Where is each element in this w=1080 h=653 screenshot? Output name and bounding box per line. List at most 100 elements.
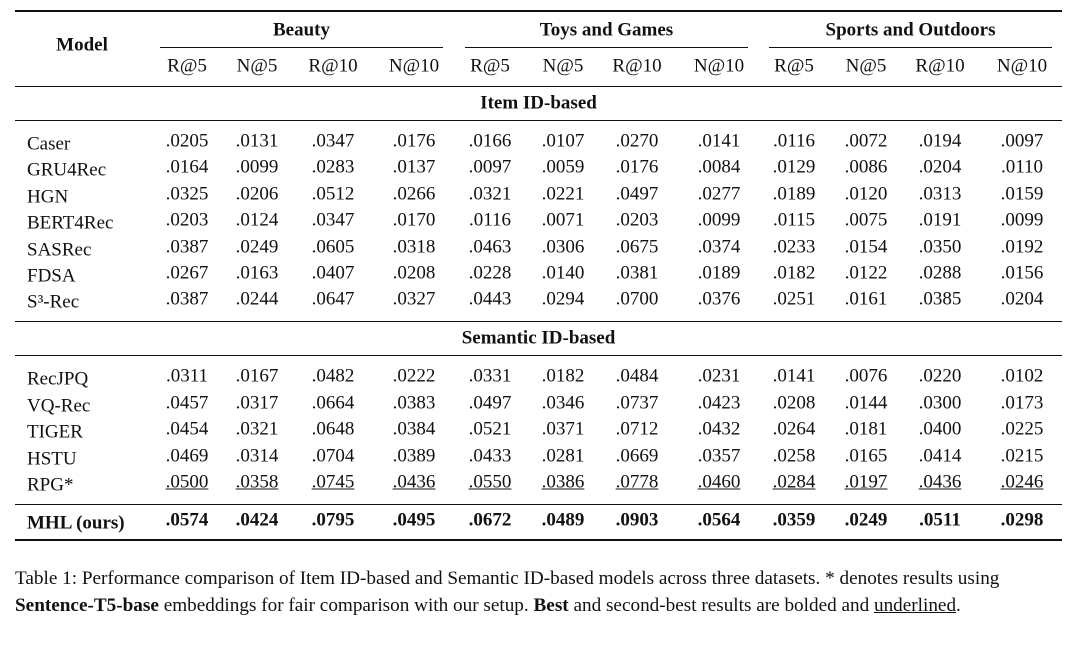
- metric-header: R@5: [470, 55, 510, 77]
- cell-value: .0203: [615, 209, 659, 231]
- cell-value: .0258: [772, 445, 816, 467]
- model-name: VQ-Rec: [27, 395, 91, 417]
- cell-value: .0191: [918, 209, 962, 231]
- cell-value: .0400: [918, 418, 962, 440]
- rule: [15, 321, 1062, 323]
- cell-value: .0358: [235, 471, 279, 493]
- cell-value: .0331: [468, 365, 512, 387]
- rule: [465, 47, 748, 48]
- caption-text: and second-best results are bolded and: [568, 595, 874, 616]
- cell-value: .0182: [772, 262, 816, 284]
- group-header: Toys and Games: [539, 19, 674, 41]
- cell-value: .0225: [1000, 418, 1044, 440]
- cell-value: .0076: [844, 365, 888, 387]
- cell-value: .0059: [541, 156, 585, 178]
- cell-value: .0704: [311, 445, 355, 467]
- cell-value: .0357: [697, 445, 741, 467]
- cell-value: .0432: [697, 418, 741, 440]
- cell-value: .0903: [615, 509, 659, 531]
- cell-value: .0141: [697, 130, 741, 152]
- section-title: Item ID-based: [480, 92, 597, 114]
- caption-text: .: [956, 595, 961, 616]
- cell-value: .0231: [697, 365, 741, 387]
- cell-value: .0497: [468, 392, 512, 414]
- metric-header: N@5: [236, 55, 278, 77]
- header-model: Model: [56, 34, 108, 56]
- cell-value: .0165: [844, 445, 888, 467]
- cell-value: .0469: [165, 445, 209, 467]
- cell-value: .0176: [392, 130, 436, 152]
- cell-value: .0270: [615, 130, 659, 152]
- rule: [15, 355, 1062, 357]
- metric-header: N@10: [388, 55, 440, 77]
- cell-value: .0574: [165, 509, 209, 531]
- cell-value: .0221: [541, 183, 585, 205]
- model-name: RPG*: [27, 474, 74, 496]
- cell-value: .0141: [772, 365, 816, 387]
- cell-value: .0137: [392, 156, 436, 178]
- cell-value: .0550: [468, 471, 512, 493]
- cell-value: .0321: [235, 418, 279, 440]
- cell-value: .0489: [541, 509, 585, 531]
- cell-value: .0194: [918, 130, 962, 152]
- cell-value: .0281: [541, 445, 585, 467]
- cell-value: .0414: [918, 445, 962, 467]
- cell-value: .0204: [918, 156, 962, 178]
- rule: [15, 504, 1062, 505]
- cell-value: .0745: [311, 471, 355, 493]
- cell-value: .0350: [918, 236, 962, 258]
- cell-value: .0228: [468, 262, 512, 284]
- cell-value: .0129: [772, 156, 816, 178]
- cell-value: .0795: [311, 509, 355, 531]
- cell-value: .0176: [615, 156, 659, 178]
- cell-value: .0381: [615, 262, 659, 284]
- cell-value: .0072: [844, 130, 888, 152]
- cell-value: .0433: [468, 445, 512, 467]
- cell-value: .0144: [844, 392, 888, 414]
- model-name: RecJPQ: [27, 368, 89, 390]
- cell-value: .0605: [311, 236, 355, 258]
- cell-value: .0220: [918, 365, 962, 387]
- cell-value: .0244: [235, 288, 279, 310]
- cell-value: .0672: [468, 509, 512, 531]
- cell-value: .0389: [392, 445, 436, 467]
- cell-value: .0071: [541, 209, 585, 231]
- cell-value: .0208: [392, 262, 436, 284]
- cell-value: .0120: [844, 183, 888, 205]
- model-name: HSTU: [27, 448, 77, 470]
- cell-value: .0189: [772, 183, 816, 205]
- cell-value: .0512: [311, 183, 355, 205]
- cell-value: .0288: [918, 262, 962, 284]
- cell-value: .0564: [697, 509, 741, 531]
- rule: [15, 539, 1062, 541]
- model-name: S³-Rec: [27, 291, 80, 313]
- rule: [15, 86, 1062, 87]
- cell-value: .0347: [311, 130, 355, 152]
- cell-value: .0154: [844, 236, 888, 258]
- rule: [769, 47, 1052, 48]
- cell-value: .0189: [697, 262, 741, 284]
- cell-value: .0321: [468, 183, 512, 205]
- cell-value: .0454: [165, 418, 209, 440]
- metric-header: R@10: [612, 55, 662, 77]
- cell-value: .0159: [1000, 183, 1044, 205]
- cell-value: .0246: [1000, 471, 1044, 493]
- cell-value: .0443: [468, 288, 512, 310]
- cell-value: .0325: [165, 183, 209, 205]
- cell-value: .0495: [392, 509, 436, 531]
- cell-value: .0436: [392, 471, 436, 493]
- rule: [15, 10, 1062, 12]
- section-title: Semantic ID-based: [461, 327, 616, 349]
- cell-value: .0647: [311, 288, 355, 310]
- cell-value: .0675: [615, 236, 659, 258]
- cell-value: .0386: [541, 471, 585, 493]
- cell-value: .0484: [615, 365, 659, 387]
- cell-value: .0327: [392, 288, 436, 310]
- metric-header: N@5: [542, 55, 584, 77]
- cell-value: .0314: [235, 445, 279, 467]
- cell-value: .0500: [165, 471, 209, 493]
- cell-value: .0170: [392, 209, 436, 231]
- cell-value: .0097: [1000, 130, 1044, 152]
- cell-value: .0233: [772, 236, 816, 258]
- metric-header: N@10: [996, 55, 1048, 77]
